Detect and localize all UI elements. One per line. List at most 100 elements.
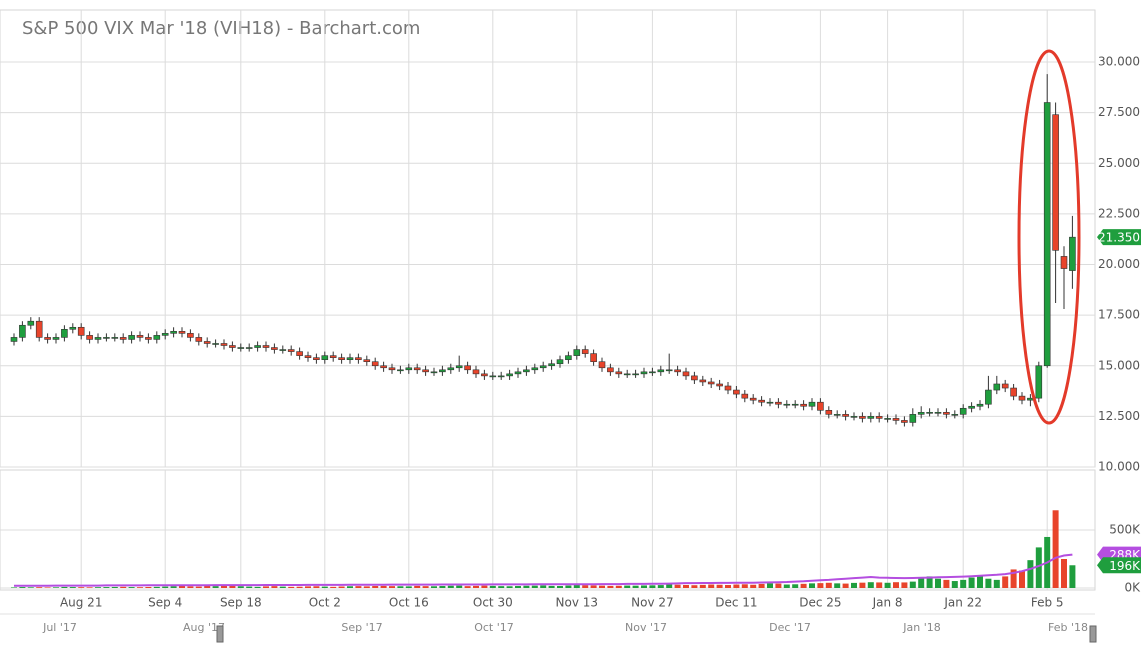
volume-bar xyxy=(338,586,345,588)
y2-tick-label: 0K xyxy=(1124,581,1141,595)
candle-body xyxy=(103,337,110,339)
volume-bar xyxy=(540,585,547,588)
x-tick-label: Nov 27 xyxy=(631,596,674,610)
candle-body xyxy=(808,401,816,407)
candle-body xyxy=(287,349,295,352)
candle-body xyxy=(413,367,421,371)
y-tick-label: 20.000 xyxy=(1098,257,1140,271)
volume-bar xyxy=(86,587,93,588)
volume-bar xyxy=(565,585,572,588)
navigator-label: Jul '17 xyxy=(42,621,77,634)
candle-body xyxy=(61,329,68,338)
volume-bar xyxy=(851,582,857,588)
y-tick-label: 22.500 xyxy=(1098,206,1140,220)
volume-bar xyxy=(800,583,807,588)
volume-bar xyxy=(1035,547,1042,588)
x-tick-label: Sep 18 xyxy=(220,596,262,610)
volume-bar xyxy=(506,586,513,588)
navigator-handle[interactable] xyxy=(216,625,224,643)
candle-body xyxy=(699,379,707,383)
candle-body xyxy=(968,405,975,409)
candle-body xyxy=(791,403,799,406)
candle-body xyxy=(388,367,396,371)
volume-bar xyxy=(363,586,370,588)
x-tick-label: Oct 30 xyxy=(473,596,513,610)
volume-bar xyxy=(632,585,639,588)
x-tick-label: Oct 16 xyxy=(389,596,429,610)
volume-bar xyxy=(515,586,521,588)
navigator-handle[interactable] xyxy=(1089,625,1097,643)
volume-bar xyxy=(271,586,278,588)
volume-bar xyxy=(783,584,790,588)
volume-bar xyxy=(389,586,395,588)
candle-body xyxy=(514,371,522,375)
volume-bar xyxy=(195,586,202,588)
candle-body xyxy=(346,357,354,360)
candle-body xyxy=(422,369,429,373)
volume-bar xyxy=(708,584,715,588)
volume-bar xyxy=(313,586,320,588)
volume-bar xyxy=(523,585,530,588)
volume-bar xyxy=(716,584,723,588)
volume-bar xyxy=(170,586,177,588)
volume-bar xyxy=(674,584,681,588)
candle-body xyxy=(195,337,203,342)
volume-bar xyxy=(825,582,832,588)
volume-bar xyxy=(548,585,555,588)
candle-body xyxy=(296,351,303,356)
volume-bar xyxy=(590,585,597,588)
volume-bar xyxy=(1061,559,1067,588)
volume-bar xyxy=(305,586,311,588)
volume-bar xyxy=(69,587,76,588)
volume-bar xyxy=(288,586,295,588)
candle-body xyxy=(632,373,639,376)
volume-bar xyxy=(78,587,85,588)
candle-body xyxy=(909,414,917,423)
volume-bar xyxy=(1002,576,1009,588)
candle-body xyxy=(691,375,698,381)
volume-bar xyxy=(481,585,488,588)
candle-body xyxy=(170,331,177,334)
value-tag xyxy=(1097,557,1141,574)
volume-bar xyxy=(120,586,127,588)
candle-body xyxy=(758,399,765,403)
candle-body xyxy=(733,389,740,395)
volume-bar xyxy=(162,586,169,588)
volume-bar xyxy=(935,578,941,588)
x-tick-label: Feb 5 xyxy=(1031,596,1064,610)
x-tick-label: Aug 21 xyxy=(60,596,103,610)
candle-body xyxy=(69,326,77,330)
volume-bar xyxy=(926,576,933,588)
candle-body xyxy=(52,337,60,340)
x-tick-label: Nov 13 xyxy=(556,596,599,610)
candle-body xyxy=(405,367,413,371)
volume-bar xyxy=(372,586,379,588)
volume-bar xyxy=(985,578,992,588)
candle-body xyxy=(94,337,102,340)
candle-body xyxy=(817,401,824,411)
volume-bar xyxy=(741,584,748,588)
candle-body xyxy=(615,371,623,375)
navigator-label: Aug '17 xyxy=(183,621,225,634)
candle-body xyxy=(716,383,723,387)
candle-body xyxy=(363,359,371,363)
candle-body xyxy=(833,414,841,416)
candle-body xyxy=(590,353,597,363)
y-tick-label: 12.500 xyxy=(1098,409,1140,423)
value-tag-label: 196K xyxy=(1109,559,1141,573)
navigator-label: Nov '17 xyxy=(625,621,667,634)
volume-bar xyxy=(473,585,479,588)
candle-body xyxy=(304,355,312,358)
volume-bar xyxy=(699,584,706,588)
y-tick-label: 30.000 xyxy=(1098,55,1140,69)
candle-body xyxy=(548,363,555,367)
candle-body xyxy=(607,367,614,373)
volume-bar xyxy=(263,586,269,588)
candle-body xyxy=(976,403,984,407)
volume-bar xyxy=(204,585,211,588)
volume-bar xyxy=(179,585,185,588)
volume-bar xyxy=(380,585,387,588)
candle-body xyxy=(111,337,119,339)
volume-bar xyxy=(918,577,925,588)
